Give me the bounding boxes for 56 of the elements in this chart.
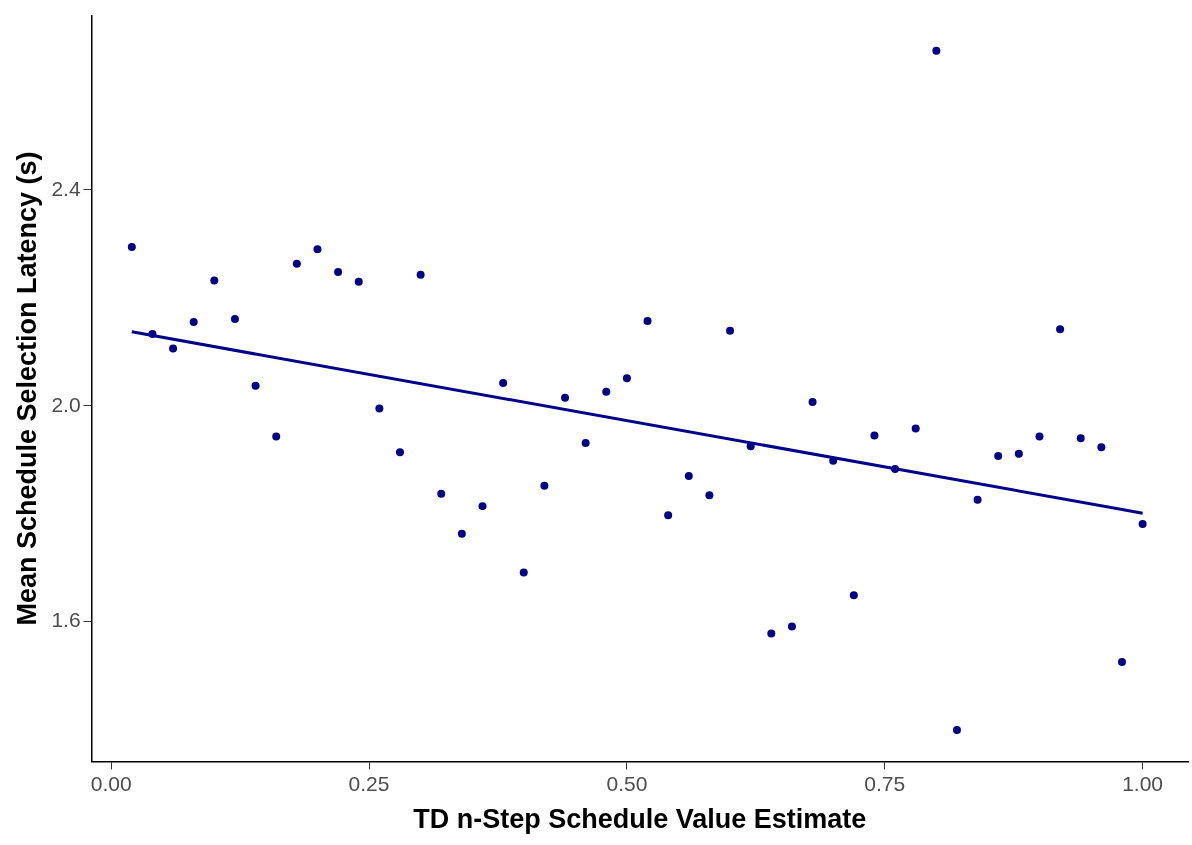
- point: [602, 387, 611, 396]
- x-axis-title: TD n-Step Schedule Value Estimate: [413, 804, 867, 835]
- x-tick-label: 0.25: [348, 771, 390, 795]
- point: [932, 46, 941, 55]
- point: [870, 431, 879, 440]
- point: [189, 318, 198, 327]
- point: [375, 404, 384, 413]
- point: [127, 243, 136, 252]
- x-tick-label: 1.00: [1122, 771, 1164, 795]
- point: [478, 502, 487, 511]
- point: [643, 317, 652, 326]
- point: [272, 432, 281, 441]
- point: [849, 591, 858, 600]
- point: [973, 495, 982, 504]
- point: [540, 481, 549, 490]
- point: [210, 276, 219, 285]
- point: [499, 379, 508, 388]
- point: [292, 259, 301, 268]
- point: [581, 439, 590, 448]
- point: [994, 451, 1003, 460]
- point: [354, 277, 363, 286]
- point: [664, 511, 673, 520]
- point: [457, 529, 466, 538]
- point: [416, 270, 425, 279]
- point: [313, 245, 322, 254]
- point: [1097, 443, 1106, 452]
- x-tick-label: 0.75: [864, 771, 906, 795]
- y-axis-title: Mean Schedule Selection Latency (s): [11, 151, 42, 626]
- point: [1138, 519, 1147, 528]
- point: [395, 448, 404, 457]
- point: [251, 381, 260, 390]
- point: [1014, 449, 1023, 458]
- x-tick-label: 0.00: [90, 771, 132, 795]
- point: [1056, 325, 1065, 334]
- point: [684, 471, 693, 480]
- point: [952, 726, 961, 735]
- point: [767, 629, 776, 638]
- point: [1076, 434, 1085, 443]
- point: [705, 491, 714, 500]
- y-tick-label: 2.4: [51, 176, 81, 200]
- point: [1117, 658, 1126, 667]
- point: [622, 374, 631, 383]
- x-tick-label: 0.50: [606, 771, 648, 795]
- point: [230, 314, 239, 323]
- point: [1035, 432, 1044, 441]
- point: [334, 267, 343, 276]
- y-tick-label: 1.6: [51, 608, 81, 632]
- y-tick-label: 2.0: [51, 392, 81, 416]
- point: [726, 326, 735, 335]
- point: [169, 344, 178, 353]
- point: [911, 424, 920, 433]
- point: [519, 568, 528, 577]
- point: [808, 397, 817, 406]
- point: [561, 393, 570, 402]
- point: [787, 622, 796, 631]
- point: [437, 489, 446, 498]
